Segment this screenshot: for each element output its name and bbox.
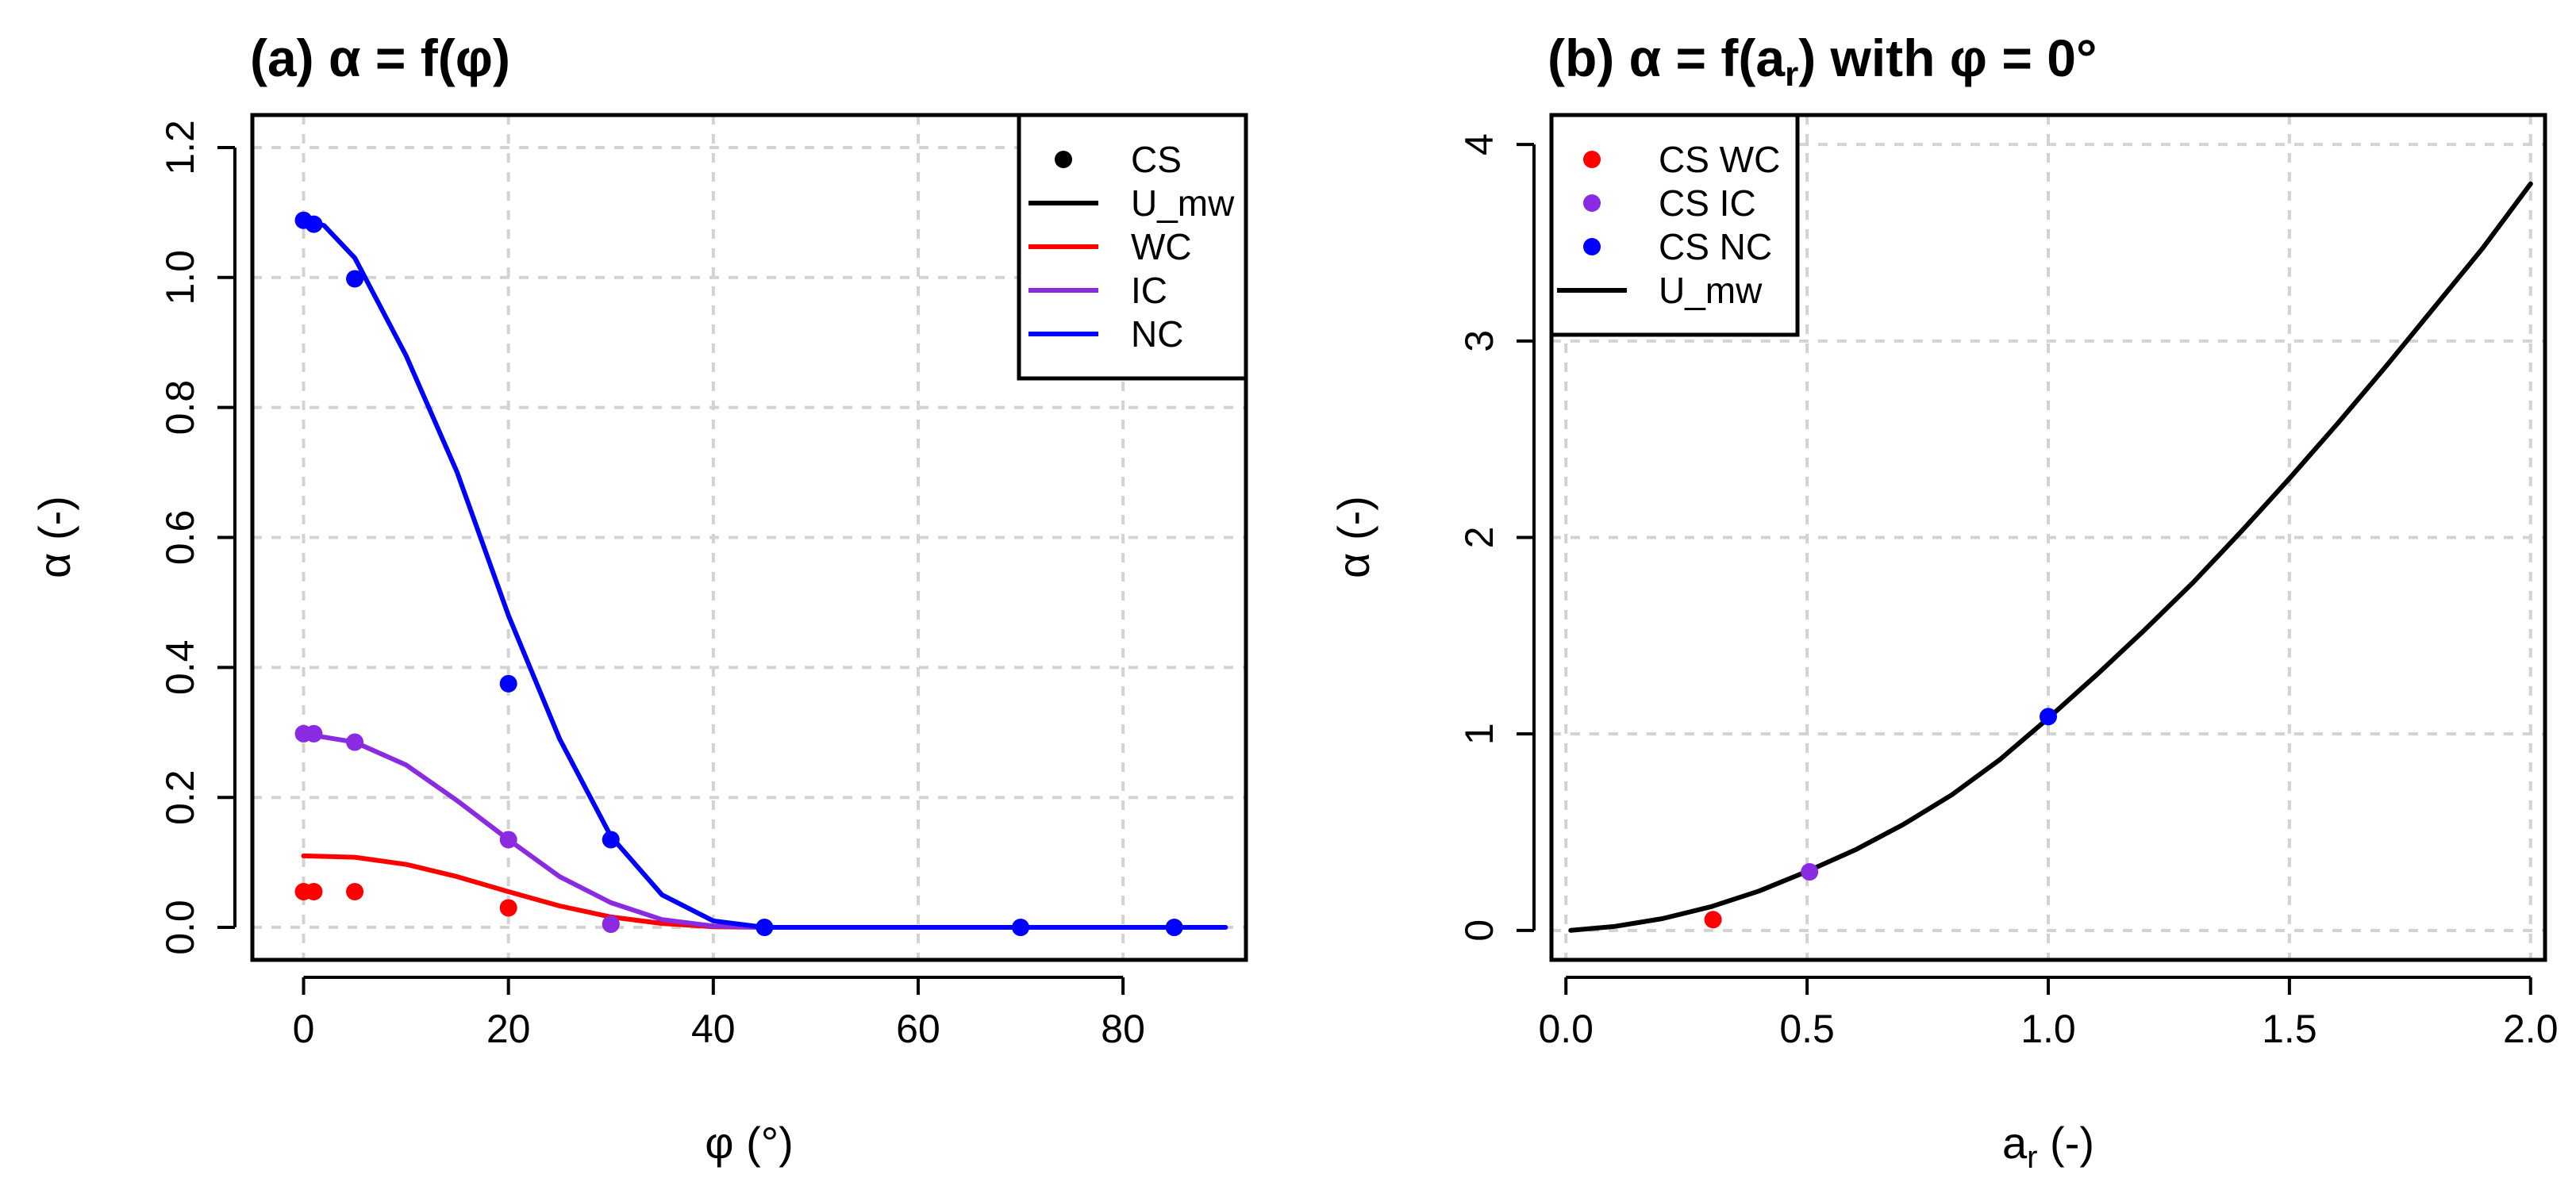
- legend-label: CS IC: [1659, 182, 1756, 224]
- x-tick-label: 0.5: [1779, 1007, 1835, 1051]
- y-tick-label: 2: [1457, 527, 1501, 549]
- y-tick-label: 4: [1457, 133, 1501, 155]
- x-tick-label: 1.5: [2262, 1007, 2317, 1051]
- panel-a-x-axis-label: φ (°): [705, 1118, 794, 1168]
- legend-label: CS NC: [1659, 226, 1772, 267]
- y-tick-label: 1: [1457, 723, 1501, 745]
- panel-a-series: [294, 211, 1228, 937]
- data-point-cs-ic: [1801, 863, 1819, 881]
- legend-label: CS: [1131, 139, 1182, 180]
- panel-b-title: (b) α = f(ar) with φ = 0°: [1548, 29, 2097, 94]
- data-point-cs-nc: [2040, 708, 2057, 726]
- legend-marker-point: [1055, 151, 1072, 168]
- panel-a-axes: 0 20 40 60 80 0.0 0.2 0.4 0.6 0.8 1.0 1.2: [158, 120, 1145, 1051]
- panel-b: (b) α = f(ar) with φ = 0° 0.0 0.5 1.0 1.5 2.…: [1328, 29, 2559, 1175]
- legend-marker-point: [1583, 194, 1601, 212]
- y-tick-label: 1.0: [158, 250, 202, 305]
- data-point-cs-nc: [1165, 919, 1183, 937]
- data-point-cs-ic: [499, 831, 517, 849]
- y-tick-label: 0.8: [158, 380, 202, 436]
- legend-label: WC: [1131, 226, 1192, 267]
- panel-a: (a) α = f(φ) 0 20 40 60 80 0.0 0.2 0.4 0.6 0.8 1.0…: [29, 29, 1248, 1168]
- panel-b-x-label-subscript: r: [2027, 1140, 2037, 1175]
- legend-label: IC: [1131, 270, 1167, 311]
- y-tick-label: 0.6: [158, 510, 202, 566]
- panel-b-plot-frame: [1549, 113, 2547, 962]
- x-tick-label: 2.0: [2503, 1007, 2559, 1051]
- data-point-cs-nc: [499, 674, 517, 693]
- y-tick-label: 0: [1457, 919, 1501, 942]
- legend-label: U_mw: [1131, 182, 1235, 224]
- data-point-cs-ic: [346, 733, 364, 751]
- panel-a-plot-frame: [250, 113, 1248, 962]
- x-tick-label: 40: [691, 1007, 736, 1051]
- legend-label: NC: [1131, 313, 1183, 355]
- data-point-cs-nc: [305, 215, 323, 233]
- x-tick-label: 0: [293, 1007, 315, 1051]
- x-tick-label: 80: [1101, 1007, 1145, 1051]
- panel-b-x-label-tail: (-): [2037, 1118, 2094, 1168]
- panel-a-y-axis-label: α (-): [29, 496, 79, 578]
- panel-b-series: [1568, 181, 2533, 933]
- legend-label: CS WC: [1659, 139, 1780, 180]
- data-point-cs-wc: [305, 882, 323, 900]
- legend-marker-point: [1583, 238, 1601, 255]
- data-point-cs-nc: [1012, 919, 1030, 937]
- y-tick-label: 0.4: [158, 640, 202, 696]
- panel-a-title: (a) α = f(φ): [250, 29, 510, 87]
- x-tick-label: 1.0: [2020, 1007, 2076, 1051]
- data-point-cs-wc: [499, 899, 517, 917]
- panel-b-axes: 0.0 0.5 1.0 1.5 2.0 0 1 2 3 4: [1457, 133, 2559, 1051]
- data-point-cs-wc: [1704, 911, 1722, 929]
- y-tick-label: 3: [1457, 330, 1501, 352]
- data-point-cs-ic: [305, 724, 323, 743]
- x-tick-label: 60: [896, 1007, 940, 1051]
- legend-marker-point: [1583, 151, 1601, 168]
- panel-b-y-axis-label: α (-): [1328, 496, 1378, 578]
- x-tick-label: 20: [486, 1007, 531, 1051]
- y-tick-label: 0.2: [158, 769, 202, 825]
- panel-b-grid: [1551, 115, 2545, 960]
- legend-label: U_mw: [1659, 270, 1763, 311]
- panel-b-title-subscript: r: [1785, 55, 1798, 94]
- x-tick-label: 0.0: [1538, 1007, 1594, 1051]
- series-line-nc: [301, 217, 1228, 930]
- panel-b-title-tail: ) with φ = 0°: [1798, 29, 2097, 87]
- data-point-cs-wc: [346, 882, 364, 900]
- y-tick-label: 1.2: [158, 120, 202, 175]
- data-point-cs-nc: [602, 831, 620, 849]
- data-point-cs-nc: [346, 270, 364, 288]
- y-tick-label: 0.0: [158, 900, 202, 955]
- data-point-cs-nc: [755, 919, 774, 937]
- data-point-cs-ic: [602, 915, 620, 933]
- panel-b-title-main: (b) α = f(a: [1548, 29, 1786, 87]
- panel-b-x-axis-label: ar (-): [2002, 1118, 2094, 1175]
- panel-b-x-label-main: a: [2002, 1118, 2028, 1168]
